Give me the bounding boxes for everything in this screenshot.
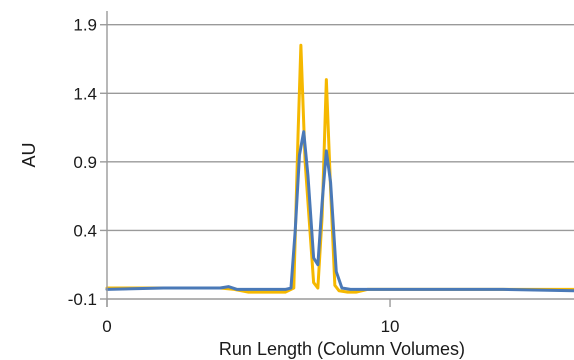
y-tick-label: 0.4: [73, 221, 97, 240]
series-layer: [105, 43, 574, 294]
axis-layer: [100, 11, 391, 307]
grid-layer: [107, 24, 574, 300]
series-line-2: [105, 130, 574, 293]
y-tick-label: 1.4: [73, 84, 97, 103]
series-line-1: [105, 43, 574, 294]
tick-label-layer: -0.1 0.4 0.9 1.4 1.9 0 10: [68, 16, 400, 336]
y-tick-label: 0.9: [73, 153, 97, 172]
y-tick-label: 1.9: [73, 16, 97, 35]
x-axis-title: Run Length (Column Volumes): [219, 339, 465, 359]
x-tick-label: 10: [381, 317, 400, 336]
y-axis-title: AU: [19, 142, 39, 167]
y-tick-label: -0.1: [68, 290, 97, 309]
x-tick-label: 0: [102, 317, 111, 336]
